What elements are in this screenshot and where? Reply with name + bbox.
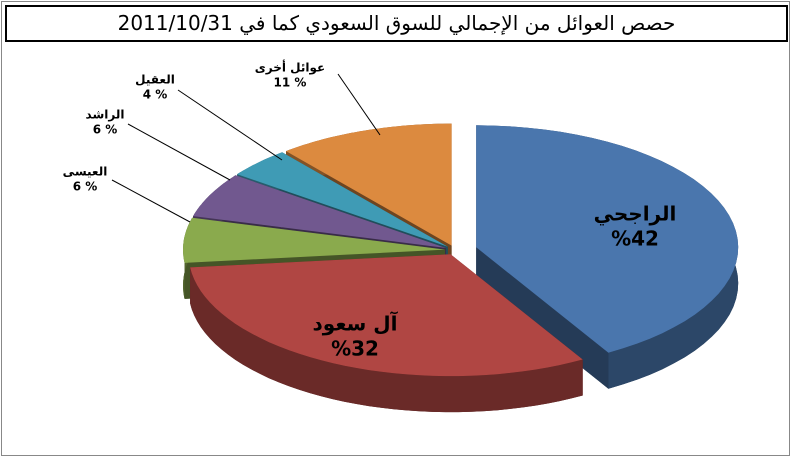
slice-label: عوائل أخرى: [255, 60, 325, 76]
slice: [183, 217, 445, 263]
slice: [476, 125, 739, 353]
leader-line: [337, 73, 381, 136]
slice-wall: [190, 267, 583, 413]
slice-label: آل سعود: [313, 311, 399, 336]
value-label: 6 %: [73, 180, 98, 194]
value-label: %42: [611, 227, 659, 251]
slice-side: [476, 247, 609, 389]
chart-title: حصص العوائل من الإجمالي للسوق السعودي كم…: [5, 5, 788, 42]
leader-line: [127, 123, 231, 181]
slice-label: العيسى: [63, 165, 108, 179]
leader-line: [177, 89, 283, 161]
slice: [190, 254, 583, 377]
slice: [286, 123, 452, 246]
slice: [193, 175, 446, 248]
leader-line: [111, 179, 191, 223]
slice: [237, 152, 448, 247]
value-label: 6 %: [93, 123, 118, 137]
slice-label: الراشد: [86, 108, 125, 122]
value-label: 4 %: [143, 88, 168, 102]
slice-label: العقيل: [135, 73, 175, 87]
slice-label: الراجحي: [594, 202, 677, 227]
value-label: 11 %: [274, 76, 307, 90]
value-label: %32: [331, 337, 379, 361]
